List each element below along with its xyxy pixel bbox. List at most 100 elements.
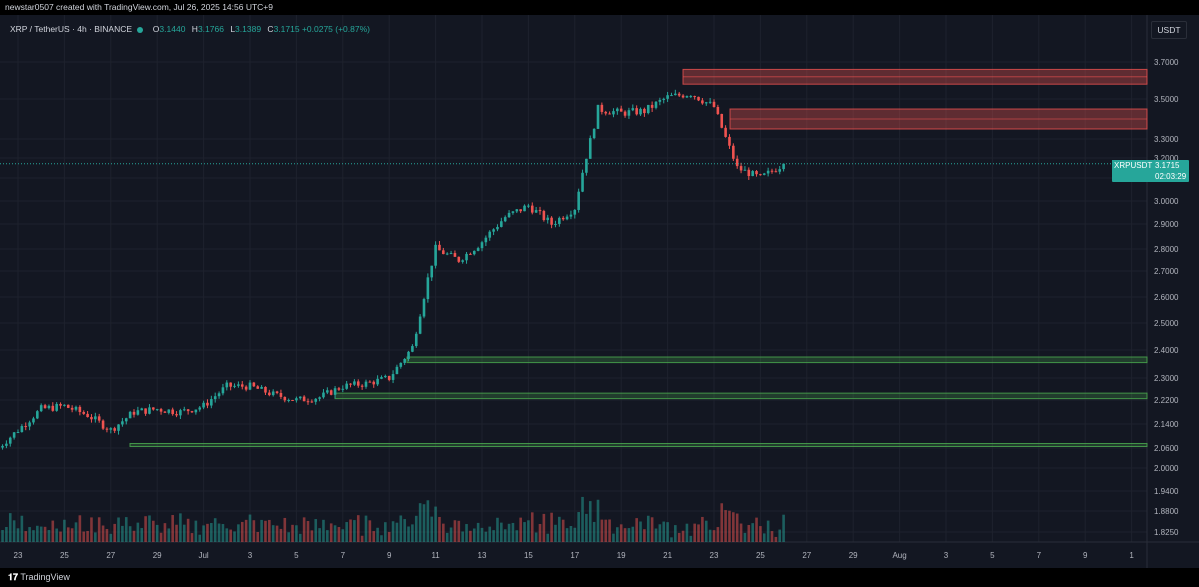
candle-body xyxy=(155,409,159,411)
candle-body xyxy=(94,416,97,420)
volume-bar xyxy=(155,524,159,542)
candle-body xyxy=(32,418,35,423)
candle-body xyxy=(755,171,758,175)
candle-body xyxy=(391,374,395,380)
volume-bar xyxy=(438,516,441,542)
candle-body xyxy=(488,231,492,238)
candle-body xyxy=(550,217,553,225)
volume-bar xyxy=(175,524,178,542)
volume-bar xyxy=(527,520,530,542)
candle-body xyxy=(364,381,368,387)
candle-body xyxy=(507,212,511,218)
volume-bar xyxy=(399,515,403,542)
volume-bar xyxy=(654,528,658,542)
time-tick-label: 5 xyxy=(990,551,995,560)
candle-body xyxy=(90,417,93,420)
candle-body xyxy=(349,383,352,385)
volume-bar xyxy=(627,528,631,542)
candle-body xyxy=(430,265,434,278)
candle-body xyxy=(24,426,28,428)
volume-bar xyxy=(240,521,244,542)
volume-bar xyxy=(704,520,708,542)
candle-body xyxy=(233,385,236,387)
candle-body xyxy=(751,171,754,177)
candle-body xyxy=(612,111,615,115)
volume-bar xyxy=(318,528,321,542)
price-tick-label: 2.8000 xyxy=(1154,245,1179,254)
volume-bar xyxy=(90,517,93,542)
volume-bar xyxy=(500,522,503,542)
volume-bar xyxy=(666,522,669,542)
volume-bar xyxy=(105,529,109,542)
volume-bar xyxy=(8,513,12,542)
candle-body xyxy=(136,410,140,415)
candlestick-chart[interactable]: 3.70003.50003.30003.20003.10003.00002.90… xyxy=(0,15,1199,568)
candle-body xyxy=(1,445,4,448)
candle-body xyxy=(503,217,507,222)
volume-bar xyxy=(569,525,573,542)
candle-body xyxy=(55,403,58,411)
candle-body xyxy=(63,404,66,406)
volume-bar xyxy=(411,524,414,542)
volume-bar xyxy=(298,533,302,542)
volume-bar xyxy=(82,531,86,542)
candle-body xyxy=(101,420,105,429)
volume-bar xyxy=(523,522,526,542)
currency-selector[interactable]: USDT xyxy=(1151,21,1187,39)
candle-body xyxy=(295,398,298,401)
high-label: H xyxy=(191,24,198,34)
candle-body xyxy=(43,405,47,409)
volume-bar xyxy=(295,525,298,542)
candle-body xyxy=(66,404,70,408)
volume-bar xyxy=(322,519,325,542)
volume-bar xyxy=(229,529,232,542)
candle-body xyxy=(248,382,252,390)
time-tick-label: 25 xyxy=(60,551,69,560)
volume-bar xyxy=(121,525,124,542)
volume-bar xyxy=(16,528,20,542)
candle-body xyxy=(244,386,248,390)
candle-body xyxy=(124,418,128,422)
candle-body xyxy=(179,410,182,416)
volume-bar xyxy=(735,513,739,542)
price-tick-label: 3.5000 xyxy=(1154,95,1179,104)
volume-bar xyxy=(395,522,399,542)
volume-bar xyxy=(391,521,395,542)
price-tick-label: 2.2200 xyxy=(1154,396,1179,405)
chart-credit: newstar0507 created with TradingView.com… xyxy=(5,2,273,12)
volume-bar xyxy=(113,523,116,542)
volume-bar xyxy=(546,533,550,542)
candle-body xyxy=(298,396,302,399)
candle-body xyxy=(182,409,186,411)
candle-body xyxy=(384,375,387,378)
candle-body xyxy=(51,405,55,411)
brand-name: TradingView xyxy=(20,572,70,582)
volume-bar xyxy=(685,523,689,542)
volume-bar xyxy=(349,519,352,542)
volume-bar xyxy=(639,521,642,542)
volume-bar xyxy=(693,523,696,542)
volume-bar xyxy=(333,525,337,542)
volume-bar xyxy=(86,531,89,542)
volume-bar xyxy=(248,514,252,542)
time-tick-label: 7 xyxy=(341,551,346,560)
candle-body xyxy=(268,392,271,396)
volume-bar xyxy=(94,532,97,542)
candle-body xyxy=(561,217,565,220)
volume-bar xyxy=(217,523,221,542)
volume-bar xyxy=(256,532,260,542)
volume-bar xyxy=(268,519,271,542)
volume-bar xyxy=(97,517,101,542)
candle-body xyxy=(654,101,658,108)
candle-body xyxy=(484,237,488,243)
volume-bar xyxy=(206,523,209,542)
candle-body xyxy=(152,407,155,410)
candle-body xyxy=(221,387,225,394)
chart-area[interactable]: 3.70003.50003.30003.20003.10003.00002.90… xyxy=(0,15,1199,568)
volume-bar xyxy=(465,524,468,542)
candle-body xyxy=(442,250,445,255)
close-value: 3.1715 xyxy=(273,24,300,34)
volume-bar xyxy=(364,515,368,542)
time-tick-label: 3 xyxy=(944,551,949,560)
high-value: 3.1766 xyxy=(197,24,224,34)
